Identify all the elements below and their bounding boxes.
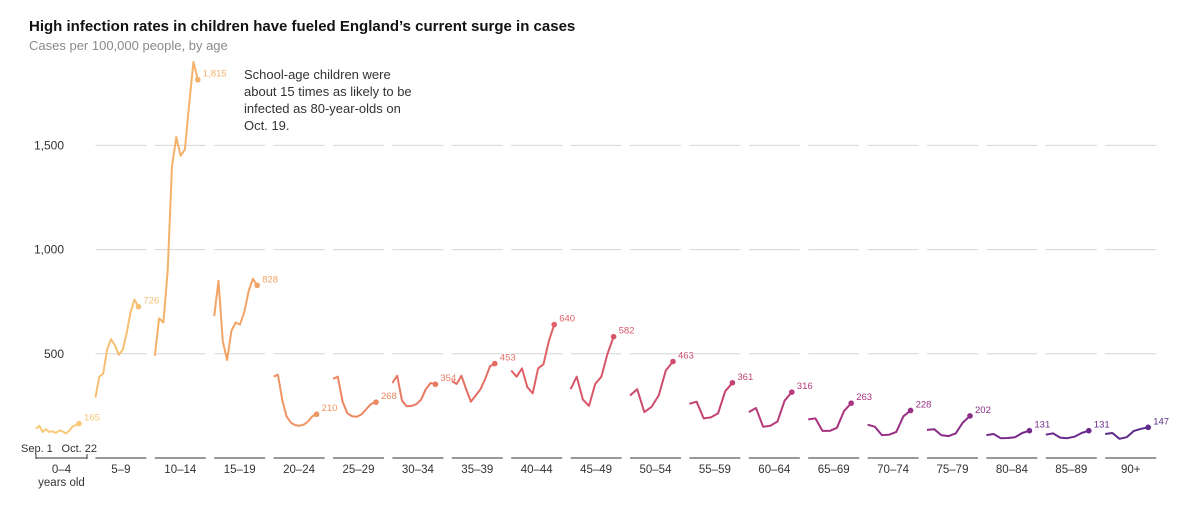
series-end-point <box>432 381 439 388</box>
series-end-label: 582 <box>619 326 635 337</box>
series-end-point <box>254 282 260 289</box>
age-group-label: 80–84 <box>996 464 1029 476</box>
series-end-point <box>373 399 379 405</box>
series-end-label: 453 <box>500 353 516 364</box>
series-end-label: 131 <box>1094 420 1110 431</box>
series-end-point <box>313 411 320 418</box>
series-end-point <box>848 400 854 406</box>
age-group-label: 0–4 <box>52 464 72 476</box>
age-group-label: 85–89 <box>1055 464 1087 476</box>
series-line <box>153 61 199 357</box>
series-end-label: 210 <box>322 403 338 414</box>
series-end-label: 268 <box>381 391 397 402</box>
age-group-label: 25–29 <box>343 464 375 476</box>
series-end-point <box>551 321 557 328</box>
series-line <box>689 382 734 420</box>
age-group-label: 55–59 <box>699 464 731 476</box>
series-line <box>332 375 377 418</box>
series-end-label: 202 <box>975 405 991 416</box>
series-end-label: 361 <box>737 372 753 383</box>
age-group-label: 20–24 <box>283 464 316 476</box>
chart-annotation: School-age children were about 15 times … <box>244 67 412 133</box>
series-line <box>35 422 80 435</box>
age-group-label: 10–14 <box>164 464 197 476</box>
series-end-label: 263 <box>856 392 872 403</box>
age-group-label: 30–34 <box>402 464 435 476</box>
age-group-label: 50–54 <box>640 464 673 476</box>
age-group-label: 35–39 <box>461 464 493 476</box>
age-group-label: 60–64 <box>758 464 791 476</box>
x-start-label: Sep. 1 <box>21 443 53 455</box>
series-end-point <box>610 333 617 340</box>
series-end-label: 463 <box>678 351 694 362</box>
series-line <box>273 373 318 427</box>
series-line <box>629 360 674 414</box>
y-tick-label: 500 <box>44 347 64 361</box>
series-end-point <box>1145 424 1151 431</box>
age-group-label: 5–9 <box>111 464 130 476</box>
series-line <box>1105 426 1149 440</box>
series-end-point <box>967 413 973 419</box>
age-unit-label: years old <box>38 477 85 489</box>
series-line <box>986 429 1030 440</box>
series-line <box>391 374 436 408</box>
series-end-point <box>195 76 201 83</box>
series-line <box>451 362 496 403</box>
series-end-label: 165 <box>84 413 100 424</box>
series-end-label: 131 <box>1034 420 1050 431</box>
series-end-point <box>789 389 795 395</box>
series-end-point <box>670 358 676 365</box>
age-group-label: 70–74 <box>877 464 910 476</box>
y-tick-label: 1,500 <box>34 138 64 152</box>
chart-title: High infection rates in children have fu… <box>29 18 576 35</box>
series-line <box>213 277 259 361</box>
series-line <box>808 402 852 432</box>
age-group-label: 40–44 <box>521 464 554 476</box>
age-group-label: 90+ <box>1121 464 1141 476</box>
series-end-label: 147 <box>1153 416 1169 427</box>
chart-subtitle: Cases per 100,000 people, by age <box>29 38 228 53</box>
series-end-point <box>492 360 498 367</box>
age-group-label: 45–49 <box>580 464 612 476</box>
series-end-point <box>729 379 736 386</box>
series-end-label: 316 <box>797 381 813 392</box>
age-group-label: 75–79 <box>937 464 969 476</box>
series-end-label: 726 <box>143 296 159 307</box>
series-end-label: 640 <box>559 314 575 325</box>
series-line <box>926 415 971 438</box>
series-end-point <box>907 407 914 414</box>
series-end-label: 1,815 <box>203 69 227 80</box>
series-end-point <box>1026 427 1033 434</box>
series-end-point <box>1086 427 1092 434</box>
series-end-point <box>135 303 142 310</box>
series-end-point <box>76 420 82 427</box>
series-line <box>748 391 793 428</box>
x-end-label: Oct. 22 <box>62 443 97 455</box>
series-line <box>867 409 912 437</box>
series-line <box>94 298 140 398</box>
age-group-label: 65–69 <box>818 464 850 476</box>
series-end-label: 354 <box>440 373 456 384</box>
series-line <box>510 324 556 395</box>
y-tick-label: 1,000 <box>34 243 64 257</box>
age-group-label: 15–19 <box>224 464 256 476</box>
series-end-label: 228 <box>916 399 932 410</box>
series-line <box>569 336 615 407</box>
series-line <box>1045 429 1090 440</box>
series-end-label: 828 <box>262 274 278 285</box>
